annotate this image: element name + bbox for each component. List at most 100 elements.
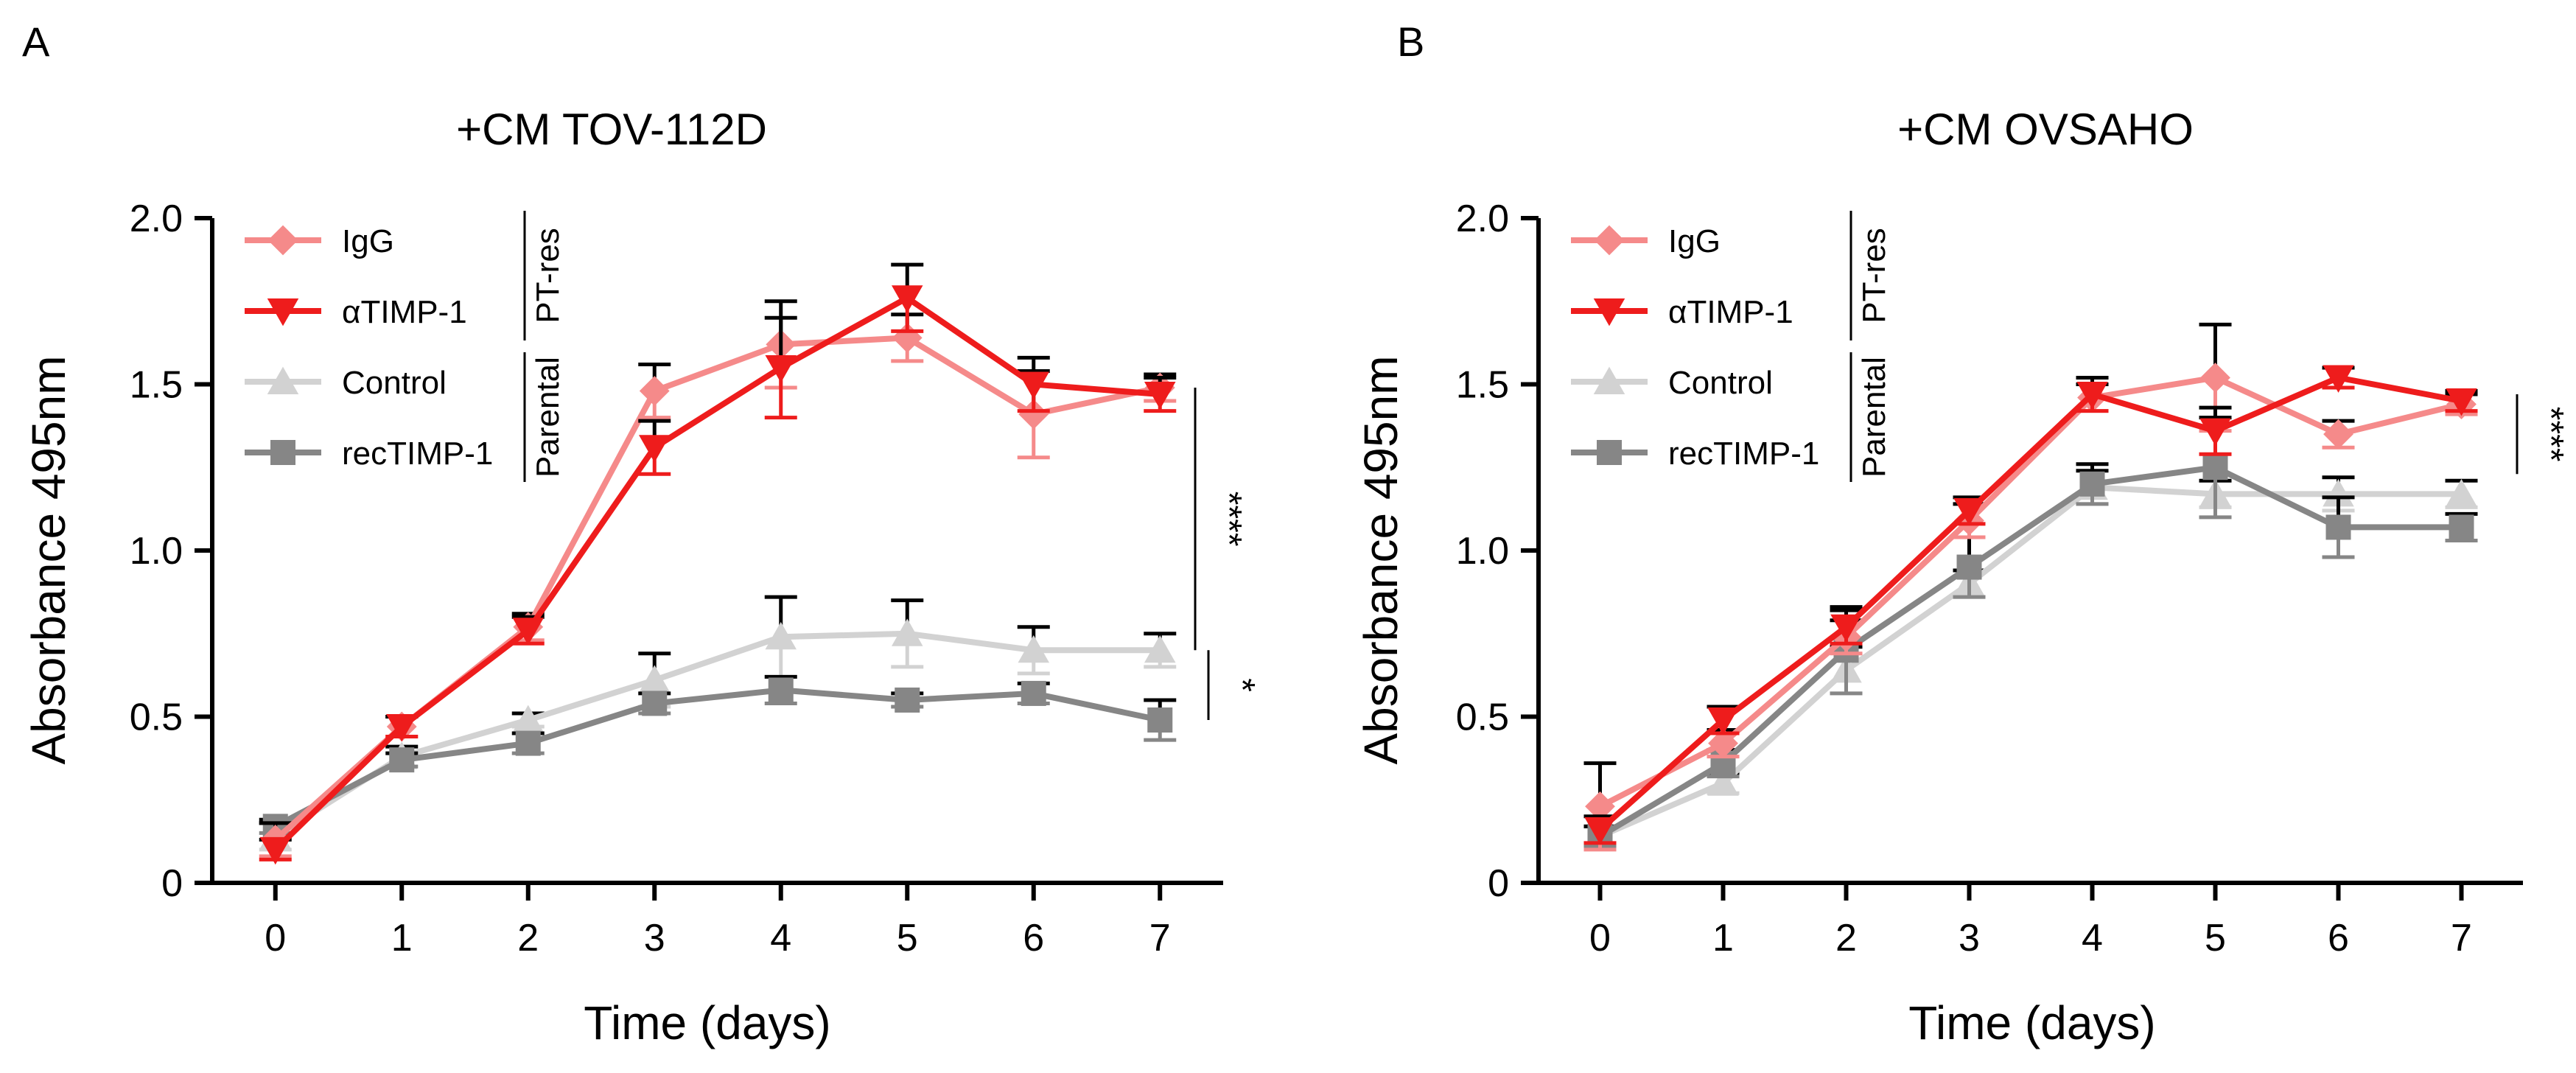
panel-b-x-tick-label: 4 bbox=[2082, 917, 2103, 960]
panel-a-point-recTIMP1 bbox=[1147, 707, 1173, 733]
panel-a-point-recTIMP1 bbox=[1021, 680, 1046, 706]
panel-b-series-aTIMP1 bbox=[1583, 365, 2478, 845]
panel-b-y-axis-label: Absorbance 495nm bbox=[1354, 355, 1407, 764]
panel-a-x-tick-label: 3 bbox=[644, 917, 665, 960]
panel-b-point-IgG bbox=[2200, 363, 2230, 393]
panel-b-legend-label: αTIMP-1 bbox=[1668, 294, 1793, 330]
panel-b-point-recTIMP1 bbox=[1956, 554, 1982, 580]
panel-a-x-tick-label: 2 bbox=[517, 917, 539, 960]
panel-a-legend-marker-Control bbox=[267, 366, 299, 394]
panel-a-point-Control bbox=[765, 621, 797, 650]
panel-a-point-recTIMP1 bbox=[768, 677, 794, 703]
panel-a-significance-label: * bbox=[1222, 678, 1261, 692]
panel-a-point-aTIMP1 bbox=[892, 285, 923, 313]
panel-b-legend-entry-recTIMP1: recTIMP-1 bbox=[1571, 436, 1819, 472]
panel-b-group-label: PT-res bbox=[1856, 228, 1892, 324]
panel-b-legend-marker-aTIMP1 bbox=[1593, 298, 1625, 326]
panel-b-point-aTIMP1 bbox=[2446, 388, 2477, 416]
panel-a-legend-label: recTIMP-1 bbox=[342, 436, 493, 472]
panel-a-point-aTIMP1 bbox=[639, 435, 671, 463]
panel-a-x-tick-label: 6 bbox=[1023, 917, 1044, 960]
panel-b-line-IgG bbox=[1598, 374, 2463, 809]
panel-a-point-aTIMP1 bbox=[259, 836, 291, 865]
panel-b-point-aTIMP1 bbox=[1830, 614, 1862, 643]
panel-a-point-Control bbox=[892, 618, 923, 646]
panel-a-x-tick-label: 0 bbox=[265, 917, 286, 960]
panel-b-point-recTIMP1 bbox=[2325, 514, 2351, 540]
panel-b-point-aTIMP1 bbox=[2076, 382, 2108, 410]
panel-b-line-recTIMP1 bbox=[1598, 464, 2462, 839]
panel-b-x-axis-label: Time (days) bbox=[1908, 996, 2155, 1049]
panel-b-x-tick-label: 0 bbox=[1589, 917, 1611, 960]
panel-b-point-Control bbox=[2446, 478, 2477, 507]
panel-a-point-aTIMP1 bbox=[386, 714, 418, 742]
panel-a-line-Control bbox=[273, 630, 1161, 839]
panel-a-series-aTIMP1 bbox=[259, 262, 1177, 865]
panel-a-group-label: Parental bbox=[530, 357, 566, 478]
panel-a-x-axis-label: Time (days) bbox=[584, 996, 830, 1049]
panel-a-legend-entry-aTIMP1: αTIMP-1 bbox=[245, 294, 467, 330]
panel-a-legend-marker-recTIMP1 bbox=[270, 440, 295, 465]
panel-a-x-tick-label: 1 bbox=[391, 917, 413, 960]
panel-a-y-tick-label: 0.5 bbox=[130, 696, 183, 739]
panel-b-legend-entry-IgG: IgG bbox=[1571, 223, 1721, 259]
panel-a-point-recTIMP1 bbox=[895, 687, 920, 713]
panel-b-legend-marker-recTIMP1 bbox=[1597, 440, 1622, 465]
panel-b-point-IgG bbox=[2323, 419, 2353, 450]
panel-a-point-aTIMP1 bbox=[1144, 382, 1176, 410]
panel-b-point-aTIMP1 bbox=[2199, 418, 2231, 447]
panel-b-x-tick-label: 1 bbox=[1712, 917, 1734, 960]
panel-a-line-recTIMP1 bbox=[273, 687, 1161, 829]
panel-a-y-tick-label: 1.0 bbox=[130, 530, 183, 573]
panel-b-y-tick-label: 0.5 bbox=[1456, 696, 1509, 739]
panel-b-legend-label: recTIMP-1 bbox=[1668, 436, 1819, 472]
panel-b-x-tick-label: 7 bbox=[2451, 917, 2472, 960]
panel-b-point-aTIMP1 bbox=[1584, 817, 1616, 845]
panel-a-point-aTIMP1 bbox=[1018, 371, 1049, 399]
panel-b-point-Control bbox=[1707, 768, 1739, 796]
panel-b-legend-marker-IgG bbox=[1594, 225, 1625, 256]
panel-b-y-tick-label: 0 bbox=[1488, 862, 1509, 905]
panel-a-legend-marker-aTIMP1 bbox=[267, 298, 299, 326]
panel-b-plot: 0 0.5 1.0 1.5 2.0 0 1 2 3 4 5 6 7 **** bbox=[1456, 198, 2570, 960]
panel-b-legend: IgG αTIMP-1 Control recTIMP-1 PT-res Parental bbox=[1571, 211, 1892, 482]
panel-a-y-tick-label: 0 bbox=[161, 862, 183, 905]
panel-b-point-aTIMP1 bbox=[1953, 497, 1985, 526]
panel-a-point-recTIMP1 bbox=[642, 691, 668, 716]
panel-b-y-tick-label: 1.0 bbox=[1456, 530, 1509, 573]
panel-b-legend-label: IgG bbox=[1668, 223, 1721, 259]
panel-b-x-tick-label: 6 bbox=[2328, 917, 2349, 960]
panel-a-point-IgG bbox=[639, 376, 670, 406]
panel-a-y-tick-label: 1.5 bbox=[130, 364, 183, 407]
panel-b-significance-label: **** bbox=[2531, 407, 2570, 462]
panel-b-y-tick-label: 2.0 bbox=[1456, 198, 1509, 240]
panel-a-legend-entry-Control: Control bbox=[245, 365, 447, 401]
panel-a-letter: A bbox=[22, 18, 50, 65]
panel-b-point-IgG bbox=[1708, 728, 1738, 758]
panel-a-point-aTIMP1 bbox=[512, 618, 544, 646]
panel-b-point-aTIMP1 bbox=[2323, 365, 2354, 393]
panel-b-point-IgG bbox=[1585, 791, 1615, 822]
panel-a-point-IgG bbox=[1018, 399, 1049, 430]
panel-b-legend-marker-Control bbox=[1593, 366, 1625, 394]
panel-a-point-Control bbox=[1018, 635, 1049, 663]
panel-a-legend-marker-IgG bbox=[267, 225, 298, 256]
panel-a-legend-entry-IgG: IgG bbox=[245, 223, 394, 259]
panel-b-legend-label: Control bbox=[1668, 365, 1773, 401]
panel-b: B +CM OVSAHO Absorbance 495nm Time (days… bbox=[1354, 18, 2570, 1049]
panel-a-legend-label: IgG bbox=[342, 223, 394, 259]
panel-b-line-aTIMP1 bbox=[1597, 374, 2463, 832]
panel-a-point-Control bbox=[639, 665, 671, 693]
panel-a-line-aTIMP1 bbox=[273, 295, 1161, 852]
panel-a-legend-label: Control bbox=[342, 365, 447, 401]
panel-a-legend-entry-recTIMP1: recTIMP-1 bbox=[245, 436, 493, 472]
panel-b-line-Control bbox=[1598, 484, 2462, 839]
panel-a-title: +CM TOV-112D bbox=[456, 105, 767, 154]
panel-a-point-Control bbox=[512, 705, 544, 733]
panel-b-point-aTIMP1 bbox=[1707, 707, 1739, 735]
panel-a-legend: IgG αTIMP-1 Control recTIMP-1 PT-res Parental bbox=[245, 211, 566, 482]
panel-b-group-label: Parental bbox=[1856, 357, 1892, 478]
panel-b-letter: B bbox=[1397, 18, 1424, 65]
panel-a: A +CM TOV-112D Absorbance 495nm Time (da… bbox=[22, 18, 1261, 1049]
